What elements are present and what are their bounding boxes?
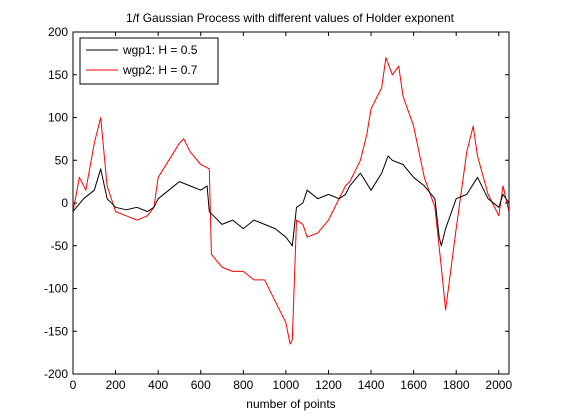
y-tick-label: 200 xyxy=(48,25,68,39)
plot-area xyxy=(73,32,509,374)
x-tick-label: 1400 xyxy=(358,378,385,392)
x-tick-label: 200 xyxy=(106,378,126,392)
y-tick-label: 100 xyxy=(48,111,68,125)
y-tick-label: -200 xyxy=(44,367,68,381)
x-tick-label: 600 xyxy=(191,378,211,392)
legend-label-2: wgp2: H = 0.7 xyxy=(122,63,198,77)
y-tick-label: 50 xyxy=(55,153,69,167)
y-tick-label: -150 xyxy=(44,324,68,338)
series-layer xyxy=(72,57,510,345)
series-line-1 xyxy=(72,155,510,247)
legend-label-1: wgp1: H = 0.5 xyxy=(122,43,198,57)
x-tick-label: 1600 xyxy=(400,378,427,392)
y-tick-label: 0 xyxy=(61,196,68,210)
chart-title: 1/f Gaussian Process with different valu… xyxy=(126,11,455,25)
x-tick-label: 2000 xyxy=(485,378,512,392)
x-tick-label: 800 xyxy=(233,378,253,392)
x-tick-label: 1000 xyxy=(273,378,300,392)
y-tick-label: 150 xyxy=(48,68,68,82)
y-tick-label: -50 xyxy=(51,239,69,253)
x-axis-label: number of points xyxy=(246,397,335,411)
tick-layer: 0 200 400 600 800 1000 1200 1400 1600 1800 2000-20… xyxy=(44,25,512,392)
y-tick-label: -100 xyxy=(44,282,68,296)
x-tick-label: 400 xyxy=(148,378,168,392)
x-tick-label: 1200 xyxy=(315,378,342,392)
series-line-2 xyxy=(72,57,510,345)
legend: wgp1: H = 0.5 wgp2: H = 0.7 xyxy=(79,37,219,85)
x-tick-label: 0 xyxy=(70,378,77,392)
x-tick-label: 1800 xyxy=(443,378,470,392)
legend-box xyxy=(79,37,219,85)
